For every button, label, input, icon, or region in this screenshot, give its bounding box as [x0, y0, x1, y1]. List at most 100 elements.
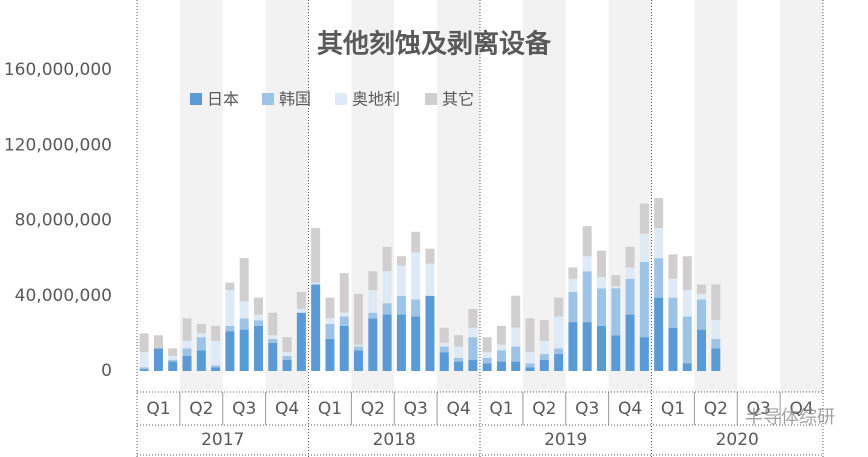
bar-segment — [668, 254, 678, 279]
bar-segment — [511, 361, 521, 371]
bar-segment — [311, 228, 321, 283]
quarter-label: Q2 — [532, 399, 556, 419]
bar-segment — [639, 337, 649, 371]
bar-segment — [568, 291, 578, 323]
bar-segment — [253, 314, 263, 321]
bar-segment — [153, 348, 163, 371]
legend-swatch — [262, 93, 274, 105]
legend-label: 其它 — [442, 90, 474, 109]
bar-segment — [439, 346, 449, 353]
y-tick-label: 120,000,000 — [4, 135, 112, 155]
bar-segment — [196, 333, 206, 338]
bar-segment — [211, 325, 221, 341]
bar-segment — [496, 325, 506, 345]
bar-segment — [568, 267, 578, 279]
quarter-label: Q4 — [618, 399, 642, 419]
bar-segment — [253, 325, 263, 371]
bar-segment — [454, 346, 464, 358]
quarter-label: Q4 — [446, 399, 470, 419]
quarter-label: Q1 — [146, 399, 170, 419]
bar-segment — [325, 297, 335, 319]
bar-segment — [282, 352, 292, 356]
bar-segment — [168, 361, 178, 371]
bar-segment — [482, 357, 492, 364]
bar-segment — [697, 329, 707, 371]
bar-segment — [625, 267, 635, 279]
bar-segment — [354, 346, 364, 351]
legend-swatch — [190, 93, 202, 105]
bar-segment — [582, 226, 592, 257]
bar-segment — [682, 363, 692, 371]
bar-segment — [268, 339, 278, 343]
quarter-label: Q1 — [661, 399, 685, 419]
bar-segment — [625, 246, 635, 268]
bar-segment — [468, 337, 478, 360]
bar-segment — [668, 297, 678, 328]
bar-segment — [654, 228, 664, 259]
bar-segment — [411, 231, 421, 253]
bar-segment — [368, 312, 378, 319]
year-label: 2019 — [544, 430, 587, 450]
y-tick-label: 40,000,000 — [15, 286, 112, 306]
legend-swatch — [425, 93, 437, 105]
bar-segment — [697, 293, 707, 300]
bar-segment — [396, 256, 406, 266]
bar-segment — [496, 361, 506, 371]
watermark: 半导体综研 — [745, 407, 835, 428]
bar-segment — [382, 271, 392, 304]
quarter-shade — [780, 0, 823, 392]
quarter-label: Q3 — [404, 399, 428, 419]
bar-segment — [711, 348, 721, 371]
bar-segment — [525, 352, 535, 364]
bar-segment — [582, 322, 592, 371]
legend-label: 奥地利 — [352, 90, 400, 109]
bar-segment — [268, 342, 278, 371]
bar-segment — [411, 316, 421, 371]
quarter-label: Q1 — [489, 399, 513, 419]
bar-segment — [139, 369, 149, 371]
bar-segment — [339, 312, 349, 317]
bar-segment — [654, 197, 664, 229]
quarter-label: Q2 — [361, 399, 385, 419]
bar-segment — [697, 299, 707, 330]
bar-segment — [225, 325, 235, 332]
bar-segment — [225, 331, 235, 371]
bar-segment — [654, 258, 664, 298]
bar-segment — [596, 325, 606, 371]
bar-segment — [482, 352, 492, 358]
bar-segment — [554, 348, 564, 355]
y-tick-label: 160,000,000 — [4, 60, 112, 80]
bar-segment — [482, 337, 492, 353]
bar-segment — [296, 312, 306, 371]
bar-segment — [368, 318, 378, 371]
bar-segment — [611, 275, 621, 287]
bar-segment — [539, 340, 549, 355]
quarter-label: Q3 — [232, 399, 256, 419]
bar-segment — [554, 354, 564, 371]
bar-segment — [182, 318, 192, 341]
quarter-label: Q4 — [789, 399, 813, 419]
quarter-label: Q1 — [318, 399, 342, 419]
bar-segment — [568, 322, 578, 371]
bar-segment — [611, 288, 621, 336]
year-label: 2018 — [373, 430, 416, 450]
bar-segment — [682, 316, 692, 364]
bar-segment — [196, 337, 206, 351]
bar-segment — [354, 350, 364, 371]
bar-segment — [296, 291, 306, 309]
bar-segment — [525, 363, 535, 368]
bar-segment — [382, 314, 392, 371]
bar-segment — [639, 233, 649, 262]
bar-segment — [168, 359, 178, 362]
bar-segment — [211, 340, 221, 366]
bar-segment — [525, 318, 535, 353]
bar-segment — [368, 290, 378, 313]
bar-segment — [511, 327, 521, 347]
bar-segment — [639, 203, 649, 234]
bar-segment — [239, 329, 249, 371]
bar-segment — [153, 335, 163, 349]
bar-segment — [325, 318, 335, 324]
bar-segment — [354, 293, 364, 345]
year-label: 2017 — [201, 430, 244, 450]
